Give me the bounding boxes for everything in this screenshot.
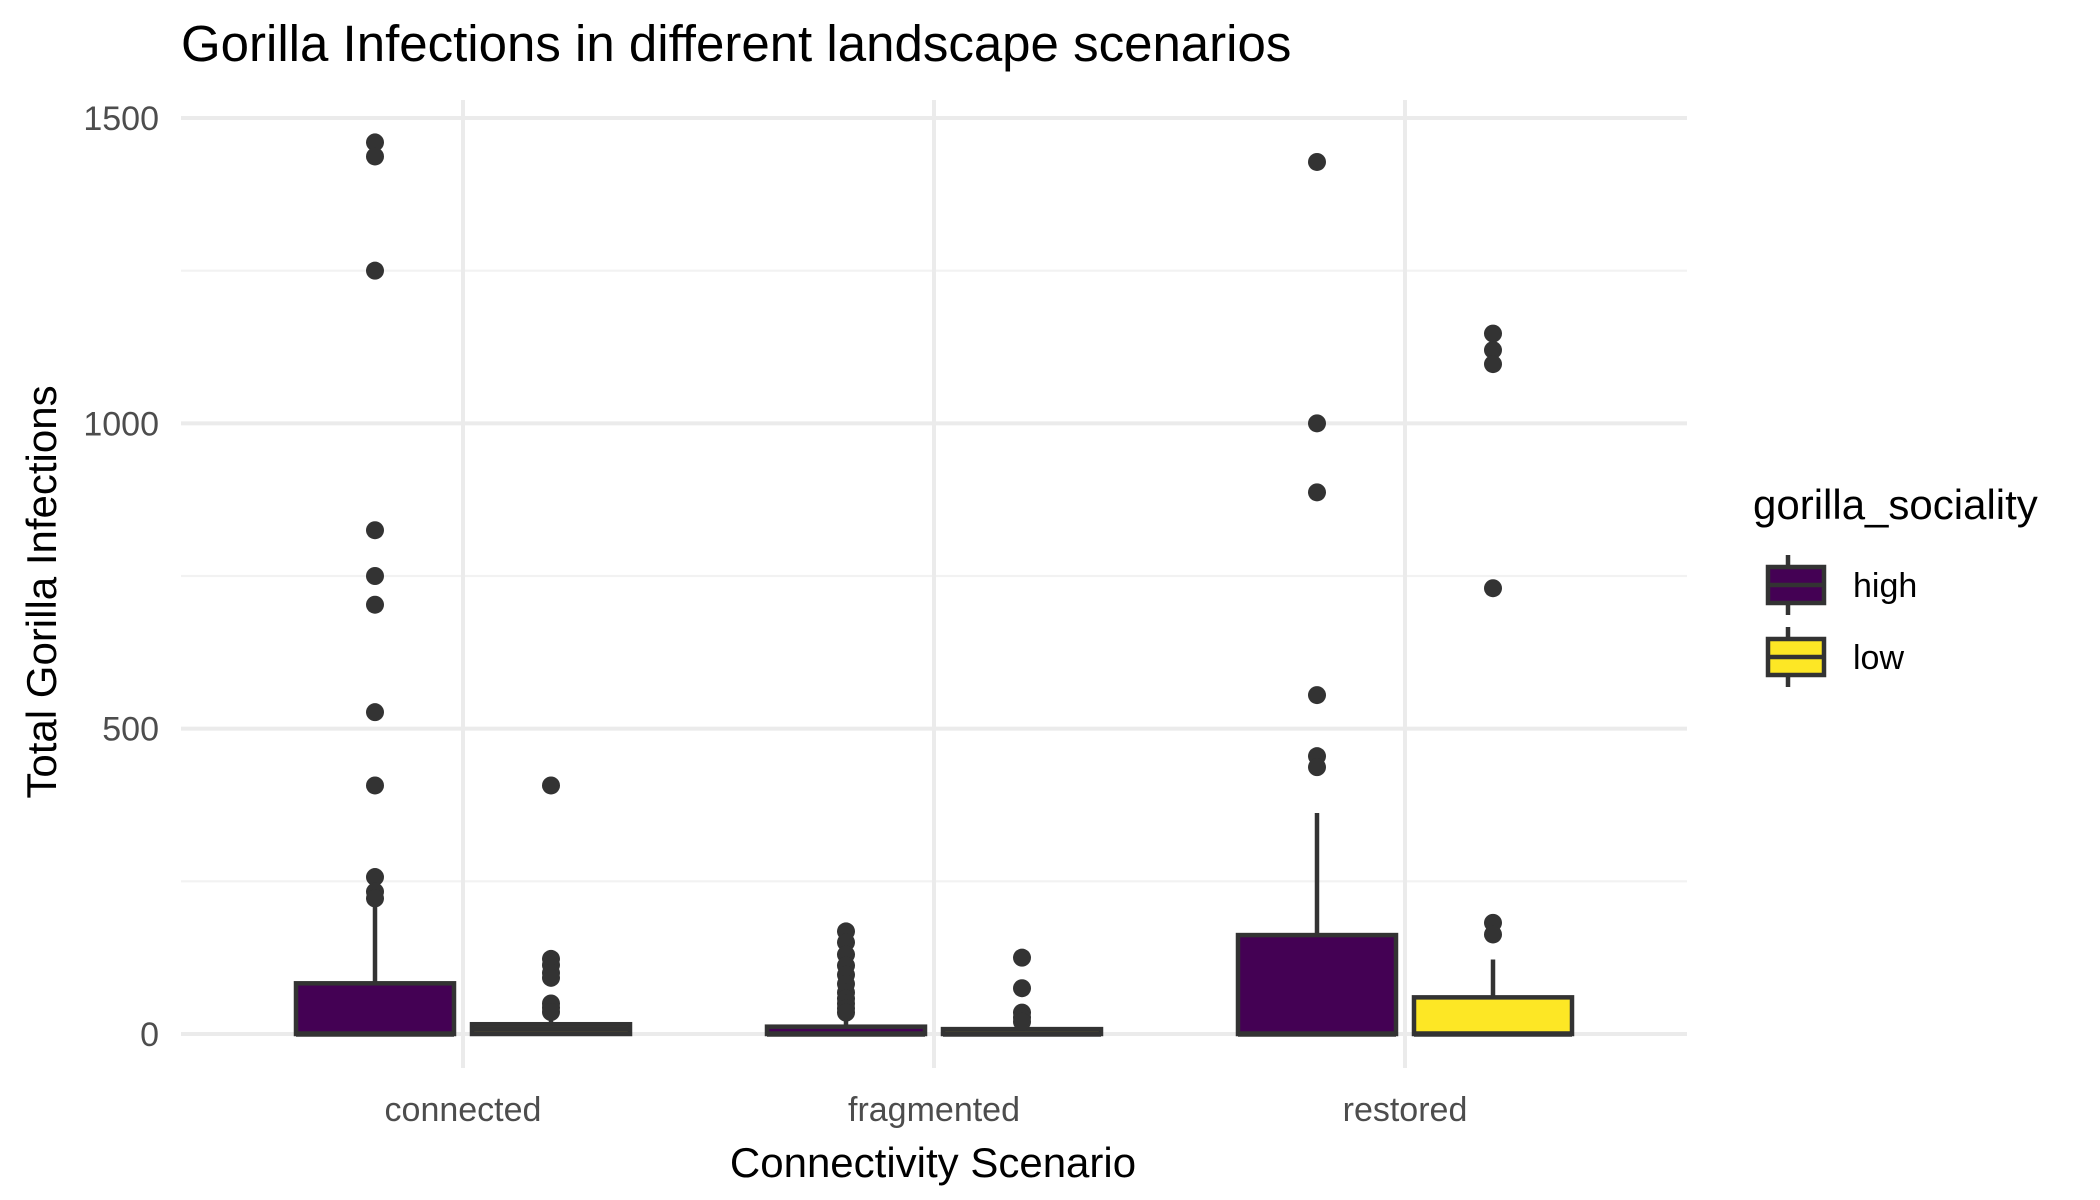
box-rect (293, 981, 457, 1037)
plot-grid (181, 100, 1687, 1068)
y-axis-ticks: 0 500 1000 1500 (83, 100, 159, 1054)
outlier-point (1308, 758, 1326, 777)
outlier-point (366, 703, 384, 722)
outlier-point (1308, 686, 1326, 705)
outlier-point (1484, 324, 1502, 343)
outlier-point (1013, 948, 1031, 967)
outlier-point (1308, 152, 1326, 171)
box-high-restored (1235, 152, 1399, 1037)
outlier-point (1013, 979, 1031, 998)
outlier-point (366, 595, 384, 614)
box-low-restored (1411, 324, 1575, 1037)
y-tick-label: 500 (102, 711, 159, 749)
outlier-point (542, 1003, 560, 1022)
box-rect (1235, 932, 1399, 1037)
outlier-point (366, 133, 384, 152)
outlier-point (366, 776, 384, 795)
outlier-point (1308, 483, 1326, 502)
y-tick-label: 0 (140, 1016, 159, 1054)
box-low-fragmented (940, 948, 1104, 1037)
y-tick-label: 1500 (83, 100, 159, 138)
legend-label: high (1853, 567, 1917, 605)
x-tick-label: restored (1343, 1091, 1468, 1129)
legend: gorilla_sociality high low (1753, 481, 2038, 687)
outlier-point (1484, 925, 1502, 944)
box-high-connected (293, 133, 457, 1037)
x-axis-ticks: connected fragmented restored (385, 1091, 1468, 1129)
outlier-point (366, 889, 384, 908)
box-rect (1411, 995, 1575, 1037)
box-high-fragmented (764, 922, 928, 1037)
outlier-point (1484, 355, 1502, 374)
outlier-point (366, 521, 384, 540)
outlier-point (366, 147, 384, 166)
x-axis-title: Connectivity Scenario (730, 1139, 1136, 1186)
outlier-point (1484, 579, 1502, 598)
outlier-point (837, 1003, 855, 1022)
x-tick-label: connected (385, 1091, 542, 1129)
outlier-point (366, 261, 384, 280)
outlier-point (1013, 1012, 1031, 1031)
outlier-point (366, 567, 384, 585)
outlier-point (542, 776, 560, 795)
legend-title: gorilla_sociality (1753, 481, 2038, 528)
legend-item-low: low (1765, 627, 1904, 687)
x-tick-label: fragmented (848, 1091, 1020, 1129)
legend-item-high: high (1765, 555, 1917, 615)
outlier-point (366, 868, 384, 887)
legend-label: low (1853, 639, 1904, 677)
plot-boxes (293, 133, 1575, 1037)
y-tick-label: 1000 (83, 405, 159, 443)
chart-title: Gorilla Infections in different landscap… (181, 15, 1291, 72)
outlier-point (542, 968, 560, 987)
y-axis-title: Total Gorilla Infections (18, 385, 65, 798)
box-low-connected (469, 776, 633, 1037)
outlier-point (1308, 414, 1326, 433)
outlier-point (1484, 341, 1502, 360)
